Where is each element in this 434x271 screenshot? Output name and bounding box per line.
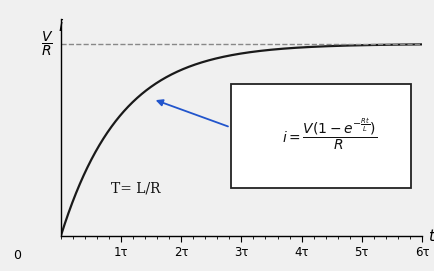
- Text: $\dfrac{V}{R}$: $\dfrac{V}{R}$: [41, 30, 53, 58]
- Text: 0: 0: [13, 249, 22, 262]
- Text: $i = \dfrac{V(1-e^{-\frac{Rt}{L}})}{R}$: $i = \dfrac{V(1-e^{-\frac{Rt}{L}})}{R}$: [282, 116, 377, 152]
- Text: $i$: $i$: [58, 18, 64, 34]
- FancyBboxPatch shape: [230, 84, 410, 188]
- Text: T= L/R: T= L/R: [111, 181, 161, 195]
- Text: $t$: $t$: [427, 228, 434, 244]
